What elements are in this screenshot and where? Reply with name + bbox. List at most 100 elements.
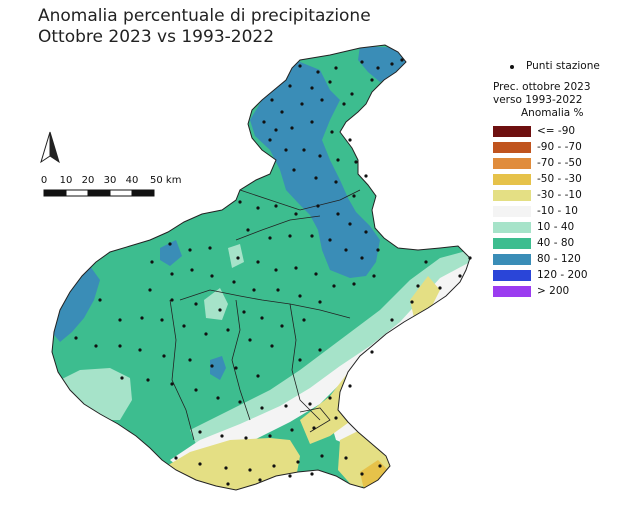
station-point [160, 318, 164, 322]
legend-item: -50 - -30 [493, 171, 600, 187]
legend-item: -30 - -10 [493, 187, 600, 203]
station-point [298, 294, 302, 298]
station-point [342, 102, 346, 106]
station-point [288, 234, 292, 238]
station-point [310, 120, 314, 124]
station-point [330, 130, 334, 134]
station-point [350, 92, 354, 96]
station-point [290, 428, 294, 432]
station-point [294, 212, 298, 216]
station-point [334, 416, 338, 420]
station-point [320, 98, 324, 102]
station-point [294, 266, 298, 270]
legend-swatch [493, 285, 531, 297]
zone-80-120-west [52, 266, 100, 342]
station-point [276, 288, 280, 292]
scale-bar-labels: 0 10 20 30 40 50 km [41, 175, 182, 186]
station-point [312, 426, 316, 430]
station-point [274, 128, 278, 132]
station-point [400, 58, 404, 62]
station-point [348, 138, 352, 142]
station-point [220, 434, 224, 438]
title-line-2: Ottobre 2023 vs 1993-2022 [38, 27, 275, 47]
legend-label: 80 - 120 [537, 252, 581, 265]
station-point [292, 168, 296, 172]
station-point [210, 274, 214, 278]
station-point [150, 260, 154, 264]
station-point [298, 64, 302, 68]
station-point [226, 482, 230, 486]
scale-tick-30: 30 [104, 175, 117, 186]
station-point [302, 318, 306, 322]
station-point [376, 66, 380, 70]
station-point [120, 376, 124, 380]
station-point [376, 248, 380, 252]
legend-label: -10 - 10 [537, 204, 578, 217]
station-point [360, 60, 364, 64]
legend-swatch [493, 157, 531, 169]
legend-item: > 200 [493, 283, 600, 299]
station-point [248, 468, 252, 472]
station-point [370, 350, 374, 354]
station-point [188, 248, 192, 252]
legend-item: 80 - 120 [493, 251, 600, 267]
zone-80-120-small-1 [210, 356, 226, 380]
station-point [318, 154, 322, 158]
legend-swatch [493, 189, 531, 201]
legend-swatch [493, 205, 531, 217]
station-point [328, 396, 332, 400]
legend-item: -90 - -70 [493, 139, 600, 155]
station-point [308, 402, 312, 406]
zone-minus30-10-lagoon [410, 276, 440, 318]
station-point [352, 194, 356, 198]
legend-swatch [493, 141, 531, 153]
zone-10-40-south [60, 368, 132, 420]
station-point [216, 396, 220, 400]
legend-label: -70 - -50 [537, 156, 582, 169]
station-point [268, 138, 272, 142]
station-point [296, 460, 300, 464]
legend-label: <= -90 [537, 124, 576, 137]
station-point [162, 354, 166, 358]
station-point [424, 260, 428, 264]
station-point [148, 288, 152, 292]
station-point [168, 242, 172, 246]
station-point [234, 366, 238, 370]
station-point [140, 316, 144, 320]
station-point [300, 102, 304, 106]
scale-tick-50: 50 km [150, 175, 181, 186]
station-point [170, 298, 174, 302]
station-point [344, 456, 348, 460]
station-point [364, 230, 368, 234]
station-point [344, 248, 348, 252]
station-point [310, 86, 314, 90]
legend-heading-1: Prec. ottobre 2023 [493, 81, 591, 93]
station-dot-icon [510, 64, 514, 69]
station-point [224, 466, 228, 470]
station-point [280, 324, 284, 328]
station-point [238, 200, 242, 204]
legend: Punti stazione Prec. ottobre 2023 verso … [493, 60, 600, 299]
station-point [260, 316, 264, 320]
station-point [204, 332, 208, 336]
station-point [298, 358, 302, 362]
station-point [458, 274, 462, 278]
station-point [270, 98, 274, 102]
station-point [334, 66, 338, 70]
station-point [260, 406, 264, 410]
station-point [372, 274, 376, 278]
legend-classes: <= -90 -90 - -70 -70 - -50 -50 - -30 -30… [493, 123, 600, 299]
station-point [238, 400, 242, 404]
station-point [360, 472, 364, 476]
station-point [252, 288, 256, 292]
station-point [336, 212, 340, 216]
scale-tick-10: 10 [60, 175, 73, 186]
legend-label: -50 - -30 [537, 172, 582, 185]
station-point [236, 256, 240, 260]
station-point [118, 344, 122, 348]
station-point [258, 478, 262, 482]
legend-label: -30 - -10 [537, 188, 582, 201]
legend-label: 40 - 80 [537, 236, 575, 249]
station-point [268, 236, 272, 240]
station-point [248, 338, 252, 342]
